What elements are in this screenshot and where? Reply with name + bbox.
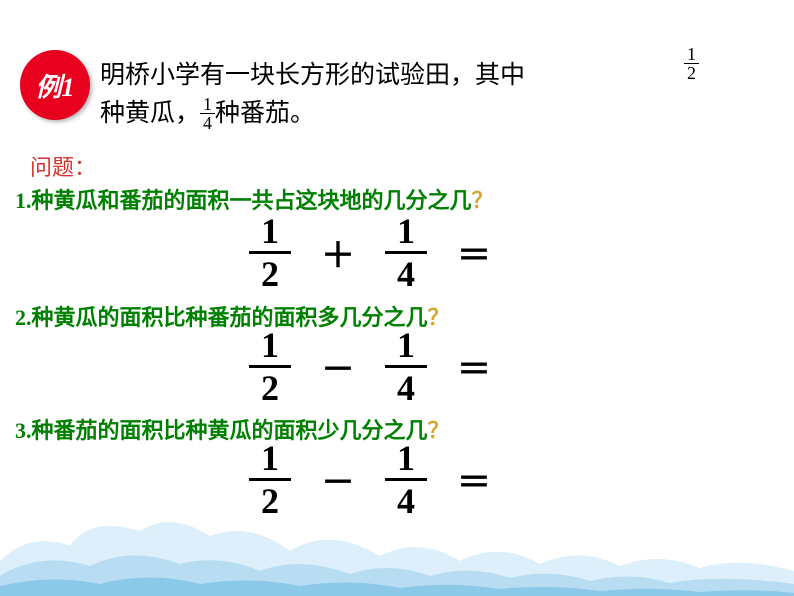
operator-minus: － xyxy=(321,342,355,391)
equation-fraction-a: 1 2 xyxy=(249,213,291,292)
equation-2: 1 2 － 1 4 ＝ xyxy=(0,327,794,406)
fraction-denominator: 4 xyxy=(385,368,427,406)
question-1: 1.种黄瓜和番茄的面积一共占这块地的几分之几？ xyxy=(15,183,494,215)
operator-plus: ＋ xyxy=(321,228,355,277)
fraction-denominator: 2 xyxy=(249,254,291,292)
operator-equals: ＝ xyxy=(457,228,491,277)
equation-fraction-a: 1 2 xyxy=(249,327,291,406)
problem-text-2a: 种黄瓜， xyxy=(100,95,200,133)
question-number: 1. xyxy=(15,188,32,213)
equation-1: 1 2 ＋ 1 4 ＝ xyxy=(0,213,794,292)
fraction-numerator: 1 xyxy=(385,327,427,368)
fraction-denominator: 2 xyxy=(249,368,291,406)
problem-line1: 明桥小学有一块长方形的试验田，其中 xyxy=(100,57,700,95)
fraction-numerator: 1 xyxy=(385,440,427,481)
fraction-numerator: 1 xyxy=(385,213,427,254)
fraction-denominator: 4 xyxy=(385,254,427,292)
question-mark: ？ xyxy=(472,188,494,213)
fraction-numerator: 1 xyxy=(249,327,291,368)
problem-text-2b: 种番茄。 xyxy=(215,95,315,133)
questions-label: 问题： xyxy=(30,150,96,182)
problem-line2: 种黄瓜， 1 4 种番茄。 xyxy=(100,95,700,133)
example-badge-text: 例1 xyxy=(35,67,74,104)
operator-equals: ＝ xyxy=(457,342,491,391)
fraction-denominator: 4 xyxy=(200,114,215,132)
fraction-numerator: 1 xyxy=(249,213,291,254)
operator-equals: ＝ xyxy=(457,455,491,504)
fraction-quarter: 1 4 xyxy=(200,95,215,132)
equation-fraction-b: 1 4 xyxy=(385,213,427,292)
fraction-numerator: 1 xyxy=(249,440,291,481)
example-badge: 例1 xyxy=(20,50,90,120)
question-text: 种黄瓜和番茄的面积一共占这块地的几分之几 xyxy=(32,188,472,213)
fraction-numerator: 1 xyxy=(200,95,215,114)
problem-statement: 明桥小学有一块长方形的试验田，其中 种黄瓜， 1 4 种番茄。 xyxy=(100,57,700,132)
equation-fraction-b: 1 4 xyxy=(385,327,427,406)
operator-minus: － xyxy=(321,455,355,504)
cloud-decoration xyxy=(0,506,794,596)
